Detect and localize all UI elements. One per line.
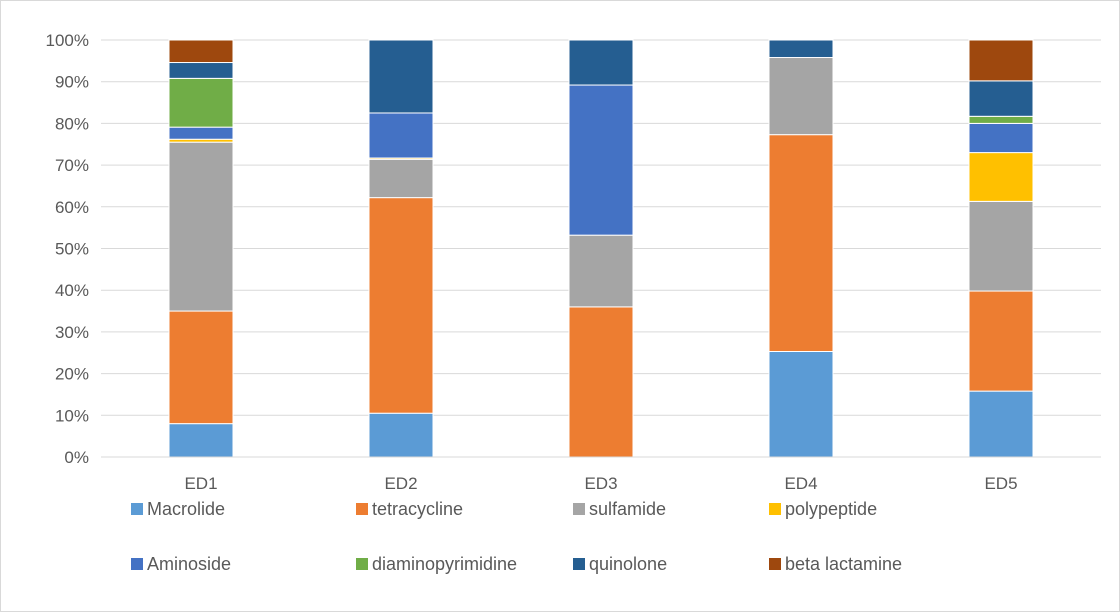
bar-segment	[768, 39, 834, 59]
legend-swatch	[356, 503, 368, 515]
y-tick-label: 30%	[55, 323, 89, 342]
legend-label: sulfamide	[589, 499, 666, 519]
bar-segment	[968, 39, 1034, 82]
bar-segment	[368, 39, 434, 114]
legend-label: tetracycline	[372, 499, 463, 519]
bar-segment	[368, 197, 434, 414]
bar-segment	[368, 112, 434, 159]
legend-swatch	[131, 558, 143, 570]
bar-segment	[368, 158, 434, 199]
bar-segment	[568, 306, 634, 458]
bars	[168, 39, 1034, 458]
y-tick-label: 10%	[55, 406, 89, 425]
x-tick-label: ED1	[184, 474, 217, 493]
bar-segment	[168, 77, 234, 128]
bar-segment	[968, 200, 1034, 292]
bar-segment	[968, 390, 1034, 458]
y-tick-label: 80%	[55, 114, 89, 133]
legend-label: diaminopyrimidine	[372, 554, 517, 574]
y-tick-label: 90%	[55, 73, 89, 92]
legend-swatch	[769, 503, 781, 515]
legend-swatch	[356, 558, 368, 570]
bar-segment	[368, 412, 434, 458]
bar-segment	[968, 115, 1034, 124]
legend-label: beta lactamine	[785, 554, 902, 574]
axes: 0% 10% 20% 30% 40% 50% 60% 70% 80% 90% 100% ED1 ED2 E…	[46, 31, 1101, 493]
y-tick-label: 20%	[55, 365, 89, 384]
legend-label: polypeptide	[785, 499, 877, 519]
legend-swatch	[573, 503, 585, 515]
legend-swatch	[769, 558, 781, 570]
bar-segment	[968, 290, 1034, 392]
legend-swatch	[573, 558, 585, 570]
bar-segment	[168, 141, 234, 312]
bar-segment	[768, 57, 834, 136]
bar-segment	[768, 350, 834, 458]
bar-segment	[568, 234, 634, 308]
x-tick-label: ED5	[984, 474, 1017, 493]
bar-segment	[768, 134, 834, 352]
y-tick-label: 100%	[46, 31, 89, 50]
bar-segment	[168, 126, 234, 140]
x-tick-label: ED3	[584, 474, 617, 493]
y-tick-label: 60%	[55, 198, 89, 217]
bar-segment	[968, 122, 1034, 154]
bar-segment	[168, 39, 234, 64]
bar-segment	[168, 310, 234, 425]
legend-label: Aminoside	[147, 554, 231, 574]
y-tick-label: 70%	[55, 156, 89, 175]
bar-segment	[568, 39, 634, 86]
bar-segment	[968, 152, 1034, 202]
bar-segment	[968, 80, 1034, 117]
legend-label: quinolone	[589, 554, 667, 574]
y-tick-label: 50%	[55, 240, 89, 259]
legend-label: Macrolide	[147, 499, 225, 519]
y-tick-label: 0%	[64, 448, 89, 467]
bar-segment	[568, 84, 634, 236]
legend: Macrolide tetracycline sulfamide polypeptid…	[131, 499, 902, 574]
bar-segment	[168, 62, 234, 79]
x-tick-label: ED4	[784, 474, 817, 493]
bar-segment	[168, 423, 234, 458]
legend-swatch	[131, 503, 143, 515]
y-tick-label: 40%	[55, 281, 89, 300]
x-tick-label: ED2	[384, 474, 417, 493]
